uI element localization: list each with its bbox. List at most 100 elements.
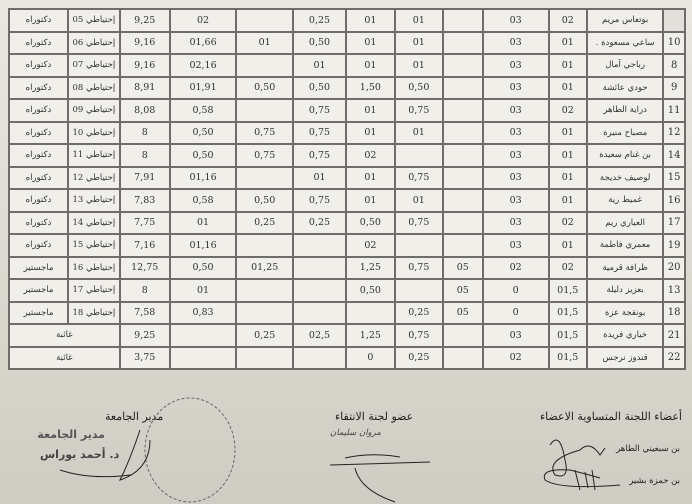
score-cell: 03 (483, 55, 548, 76)
score-cell: 02 (549, 10, 586, 31)
degree-cell: دكتوراه (10, 167, 67, 188)
score-cell: 0,50 (170, 257, 236, 278)
total-score: 8 (120, 122, 169, 143)
candidate-name: قندوز نرجس (587, 347, 663, 368)
row-number: 12 (664, 122, 684, 143)
score-cell: 0,75 (395, 100, 442, 121)
score-cell (443, 347, 482, 368)
score-cell: 01 (346, 167, 394, 188)
table-row: 12 مصباح منيرة 01 03 01 01 0,75 0,75 0,50 8 إحتياط… (10, 122, 684, 143)
score-cell: 0,50 (170, 145, 236, 166)
score-cell: 0,50 (395, 77, 442, 98)
row-number: 10 (664, 32, 684, 53)
score-cell: 0,25 (237, 325, 293, 346)
score-cell: 01 (395, 10, 442, 31)
committee-member-2: بن حمزة بشير (629, 476, 680, 486)
rank-cell: إحتياطي 07 (68, 55, 119, 76)
degree-cell: دكتوراه (10, 77, 67, 98)
score-cell: 0 (346, 347, 394, 368)
candidate-name: حودي عائشة (587, 77, 663, 98)
row-number (664, 10, 684, 31)
row-number: 13 (664, 280, 684, 301)
score-cell: 02,5 (294, 325, 345, 346)
total-score: 9,16 (120, 55, 169, 76)
score-cell: 01 (170, 280, 236, 301)
score-cell (443, 100, 482, 121)
row-number: 19 (664, 235, 684, 256)
score-cell: 03 (483, 77, 548, 98)
score-cell: 05 (443, 280, 482, 301)
degree-cell: دكتوراه (10, 212, 67, 233)
score-cell (346, 302, 394, 323)
score-cell: 03 (483, 32, 548, 53)
score-cell (443, 55, 482, 76)
score-cell: 0,58 (170, 100, 236, 121)
row-number: 14 (664, 145, 684, 166)
total-score: 9,25 (120, 10, 169, 31)
score-cell (237, 10, 293, 31)
score-cell: 0,50 (294, 77, 345, 98)
score-cell: 0,50 (346, 280, 394, 301)
table-row: 11 دراية الطاهر 02 03 0,75 01 0,75 0,58 8,08 إحتي… (10, 100, 684, 121)
score-cell (237, 100, 293, 121)
score-cell: 01 (395, 32, 442, 53)
degree-cell: دكتوراه (10, 122, 67, 143)
table-row: 8 رباحي آمال 01 03 01 01 01 02,16 9,16 إحتياطي 07… (10, 55, 684, 76)
status-cell: غائبة (10, 347, 119, 368)
candidate-name: رباحي آمال (587, 55, 663, 76)
score-cell: 02 (549, 100, 586, 121)
rank-cell: إحتياطي 10 (68, 122, 119, 143)
score-cell (395, 235, 442, 256)
score-cell: 02 (170, 10, 236, 31)
committee-member-1: بن سبعيني الطاهر (616, 444, 680, 454)
table-row: 13 بعزيز دليلة 01,5 0 05 0,50 01 8 إحتياطي 17 ماج… (10, 280, 684, 301)
rank-cell: إحتياطي 08 (68, 77, 119, 98)
row-number: 9 (664, 77, 684, 98)
score-cell: 0,75 (395, 167, 442, 188)
score-cell: 0,75 (237, 122, 293, 143)
score-cell: 0,75 (294, 122, 345, 143)
score-cell: 1,25 (346, 325, 394, 346)
score-cell: 05 (443, 257, 482, 278)
score-cell: 0,75 (294, 190, 345, 211)
total-score: 7,91 (120, 167, 169, 188)
score-cell: 01,91 (170, 77, 236, 98)
score-cell: 0 (483, 280, 548, 301)
score-cell: 03 (483, 122, 548, 143)
score-cell: 0,83 (170, 302, 236, 323)
table-row: 17 العياري ريم 02 03 0,75 0,50 0,25 0,25 01 7,75 إ… (10, 212, 684, 233)
score-cell: 01 (549, 32, 586, 53)
score-cell: 01 (346, 32, 394, 53)
score-cell (395, 145, 442, 166)
table-row: 19 معمري فاطمة 01 03 02 01,16 7,16 إحتياطي 15 دك… (10, 235, 684, 256)
score-cell: 01 (170, 212, 236, 233)
score-cell: 0,58 (170, 190, 236, 211)
score-cell: 01 (549, 145, 586, 166)
score-cell: 02 (549, 212, 586, 233)
score-cell: 0,75 (395, 325, 442, 346)
rank-cell: إحتياطي 11 (68, 145, 119, 166)
rank-cell: إحتياطي 12 (68, 167, 119, 188)
score-cell: 02 (346, 145, 394, 166)
score-cell (294, 302, 345, 323)
score-cell: 0,25 (237, 212, 293, 233)
score-cell: 0,75 (395, 212, 442, 233)
table-row: 20 ظرافة قرمية 02 02 05 0,75 1,25 01,25 0,50 12,7… (10, 257, 684, 278)
score-cell: 01 (549, 167, 586, 188)
total-score: 7,16 (120, 235, 169, 256)
score-cell: 03 (483, 100, 548, 121)
score-cell: 01 (549, 190, 586, 211)
total-score: 3,75 (120, 347, 169, 368)
score-cell: 0,50 (294, 32, 345, 53)
score-cell (170, 347, 236, 368)
score-cell: 0,25 (395, 302, 442, 323)
candidate-name: ظرافة قرمية (587, 257, 663, 278)
score-cell: 01,25 (237, 257, 293, 278)
row-number: 15 (664, 167, 684, 188)
score-cell: 0,75 (395, 257, 442, 278)
candidate-name: دراية الطاهر (587, 100, 663, 121)
score-cell: 02 (483, 347, 548, 368)
score-cell: 02 (346, 235, 394, 256)
degree-cell: ماجستير (10, 280, 67, 301)
score-cell: 01 (346, 122, 394, 143)
